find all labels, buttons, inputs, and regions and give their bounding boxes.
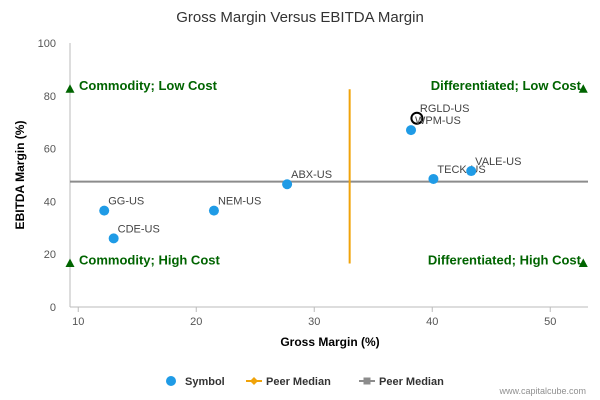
y-axis-title: EBITDA Margin (%) <box>13 121 27 230</box>
highlight-point-label: RGLD-US <box>420 103 470 115</box>
x-tick-label: 20 <box>190 316 202 328</box>
data-point <box>208 205 219 216</box>
data-point <box>99 205 110 216</box>
y-tick-label: 100 <box>38 38 56 50</box>
x-tick-label: 30 <box>308 316 320 328</box>
data-point-label: CDE-US <box>118 223 160 235</box>
data-point-label: ABX-US <box>291 169 332 181</box>
y-tick-label: 20 <box>44 249 56 261</box>
highlight-point <box>410 111 424 125</box>
credit-text: www.capitalcube.com <box>498 386 586 396</box>
legend-label: Peer Median <box>379 376 444 388</box>
x-tick-label: 10 <box>72 316 84 328</box>
data-point-label: NEM-US <box>218 196 261 208</box>
legend-label: Peer Median <box>266 376 331 388</box>
quadrant-label: Differentiated; High Cost <box>428 252 582 267</box>
data-point <box>108 233 119 244</box>
y-tick-label: 60 <box>44 144 56 156</box>
chart-title: Gross Margin Versus EBITDA Margin <box>176 9 424 26</box>
legend-label: Symbol <box>185 376 225 388</box>
y-tick-label: 0 <box>50 302 56 314</box>
quadrant-label: Commodity; High Cost <box>79 252 220 267</box>
y-tick-label: 40 <box>44 196 56 208</box>
data-point-label: WPM-US <box>415 115 461 127</box>
plot-area: 10 20 30 40 50 0 20 40 60 80 100 Commodity; Low Cos… <box>38 38 588 328</box>
data-point-label: GG-US <box>108 196 144 208</box>
legend-diamond-icon <box>250 377 258 385</box>
data-point <box>406 125 417 136</box>
quadrant-marker-icon <box>65 258 75 267</box>
x-tick-label: 40 <box>426 316 438 328</box>
legend-square-icon <box>363 377 371 385</box>
data-point <box>428 173 439 184</box>
quadrant-marker-icon <box>578 84 588 93</box>
legend: Symbol Peer Median Peer Median <box>166 376 444 388</box>
data-point <box>282 179 293 190</box>
legend-symbol-icon <box>166 376 176 386</box>
quadrant-marker-icon <box>65 84 75 93</box>
quadrant-label: Commodity; Low Cost <box>79 78 218 93</box>
quadrant-marker-icon <box>578 258 588 267</box>
y-tick-label: 80 <box>44 91 56 103</box>
quadrant-label: Differentiated; Low Cost <box>431 78 582 93</box>
x-axis-title: Gross Margin (%) <box>280 335 379 349</box>
data-point <box>466 166 477 177</box>
x-tick-label: 50 <box>544 316 556 328</box>
data-point-label: VALE-US <box>475 156 521 168</box>
